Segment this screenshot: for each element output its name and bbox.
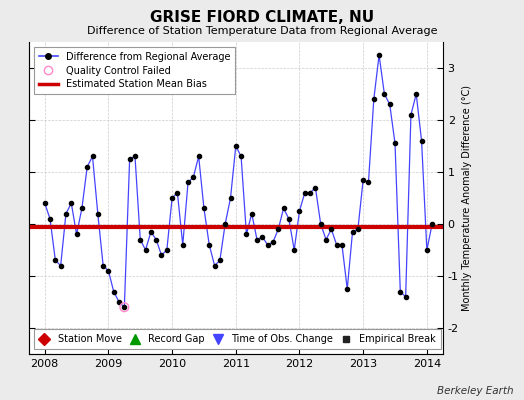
Point — [407, 112, 415, 118]
Point — [237, 153, 245, 160]
Point — [290, 247, 298, 253]
Point — [428, 221, 436, 227]
Point — [110, 288, 118, 295]
Point — [322, 236, 330, 243]
Point — [311, 184, 320, 191]
Point — [51, 257, 60, 264]
Point — [200, 205, 208, 212]
Point — [269, 239, 277, 245]
Point — [301, 190, 309, 196]
Point — [99, 262, 107, 269]
Point — [396, 288, 405, 295]
Point — [412, 91, 420, 97]
Point — [67, 200, 75, 206]
Point — [57, 262, 65, 269]
Point — [179, 242, 187, 248]
Point — [343, 286, 352, 292]
Point — [104, 268, 113, 274]
Point — [348, 229, 357, 235]
Point — [189, 174, 198, 180]
Point — [194, 153, 203, 160]
Point — [168, 195, 176, 201]
Point — [125, 156, 134, 162]
Y-axis label: Monthly Temperature Anomaly Difference (°C): Monthly Temperature Anomaly Difference (… — [462, 85, 472, 311]
Point — [226, 195, 235, 201]
Point — [157, 252, 166, 258]
Point — [120, 304, 128, 310]
Text: GRISE FIORD CLIMATE, NU: GRISE FIORD CLIMATE, NU — [150, 10, 374, 25]
Text: Berkeley Earth: Berkeley Earth — [437, 386, 514, 396]
Legend: Station Move, Record Gap, Time of Obs. Change, Empirical Break: Station Move, Record Gap, Time of Obs. C… — [34, 330, 441, 349]
Point — [285, 216, 293, 222]
Point — [115, 299, 123, 305]
Point — [62, 210, 70, 217]
Point — [375, 52, 383, 58]
Point — [89, 153, 97, 160]
Point — [264, 242, 272, 248]
Point — [316, 221, 325, 227]
Point — [221, 221, 230, 227]
Point — [247, 210, 256, 217]
Point — [423, 247, 431, 253]
Point — [306, 190, 314, 196]
Point — [94, 210, 102, 217]
Point — [338, 242, 346, 248]
Point — [162, 247, 171, 253]
Point — [136, 236, 145, 243]
Point — [216, 257, 224, 264]
Point — [369, 96, 378, 102]
Point — [83, 164, 91, 170]
Point — [46, 216, 54, 222]
Point — [258, 234, 267, 240]
Point — [152, 236, 160, 243]
Point — [401, 294, 410, 300]
Point — [72, 231, 81, 238]
Point — [386, 101, 394, 108]
Point — [173, 190, 182, 196]
Point — [380, 91, 389, 97]
Point — [120, 304, 128, 310]
Point — [253, 236, 261, 243]
Point — [141, 247, 150, 253]
Point — [211, 262, 219, 269]
Point — [40, 200, 49, 206]
Point — [354, 226, 362, 232]
Point — [327, 226, 335, 232]
Point — [205, 242, 213, 248]
Point — [274, 226, 282, 232]
Point — [296, 208, 304, 214]
Point — [279, 205, 288, 212]
Point — [232, 143, 240, 149]
Point — [332, 242, 341, 248]
Point — [78, 205, 86, 212]
Point — [184, 179, 192, 186]
Point — [147, 229, 155, 235]
Point — [418, 138, 426, 144]
Point — [364, 179, 373, 186]
Text: Difference of Station Temperature Data from Regional Average: Difference of Station Temperature Data f… — [87, 26, 437, 36]
Point — [242, 231, 250, 238]
Point — [391, 140, 399, 146]
Point — [359, 177, 367, 183]
Point — [131, 153, 139, 160]
